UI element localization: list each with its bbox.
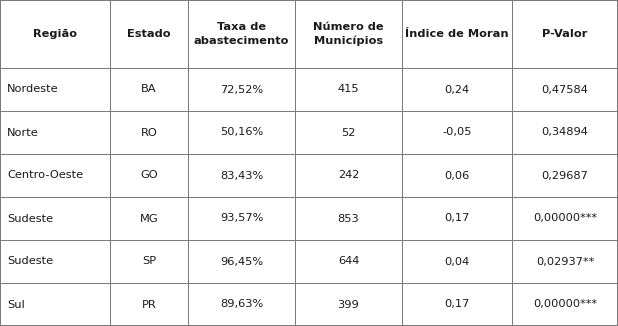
- Text: Número de
Municípios: Número de Municípios: [313, 22, 384, 46]
- Text: 93,57%: 93,57%: [220, 214, 263, 224]
- Text: Sudeste: Sudeste: [7, 257, 53, 266]
- Text: 0,47584: 0,47584: [541, 84, 588, 95]
- Text: Sul: Sul: [7, 300, 25, 309]
- Text: PR: PR: [142, 300, 156, 309]
- Text: 0,02937**: 0,02937**: [536, 257, 594, 266]
- Text: 242: 242: [338, 170, 359, 181]
- Text: Região: Região: [33, 29, 77, 39]
- Text: 0,24: 0,24: [444, 84, 470, 95]
- Text: 0,34894: 0,34894: [541, 127, 588, 138]
- Text: RO: RO: [141, 127, 158, 138]
- Text: MG: MG: [140, 214, 158, 224]
- Text: 52: 52: [341, 127, 356, 138]
- Text: 0,00000***: 0,00000***: [533, 300, 597, 309]
- Text: 0,06: 0,06: [444, 170, 470, 181]
- Text: SP: SP: [142, 257, 156, 266]
- Text: Sudeste: Sudeste: [7, 214, 53, 224]
- Text: 72,52%: 72,52%: [220, 84, 263, 95]
- Text: 0,17: 0,17: [444, 214, 470, 224]
- Text: 0,04: 0,04: [444, 257, 470, 266]
- Text: 0,29687: 0,29687: [541, 170, 588, 181]
- Text: Estado: Estado: [127, 29, 171, 39]
- Text: Centro-Oeste: Centro-Oeste: [7, 170, 83, 181]
- Text: BA: BA: [142, 84, 157, 95]
- Text: -0,05: -0,05: [442, 127, 472, 138]
- Text: P-Valor: P-Valor: [543, 29, 588, 39]
- Text: 644: 644: [338, 257, 359, 266]
- Text: 415: 415: [337, 84, 359, 95]
- Text: Taxa de
abastecimento: Taxa de abastecimento: [194, 22, 289, 46]
- Text: Índice de Moran: Índice de Moran: [405, 29, 509, 39]
- Text: 89,63%: 89,63%: [220, 300, 263, 309]
- Text: 96,45%: 96,45%: [220, 257, 263, 266]
- Text: Norte: Norte: [7, 127, 39, 138]
- Text: Nordeste: Nordeste: [7, 84, 59, 95]
- Text: 853: 853: [337, 214, 360, 224]
- Text: 0,17: 0,17: [444, 300, 470, 309]
- Text: 399: 399: [337, 300, 360, 309]
- Text: 50,16%: 50,16%: [220, 127, 263, 138]
- Text: 0,00000***: 0,00000***: [533, 214, 597, 224]
- Text: 83,43%: 83,43%: [220, 170, 263, 181]
- Text: GO: GO: [140, 170, 158, 181]
